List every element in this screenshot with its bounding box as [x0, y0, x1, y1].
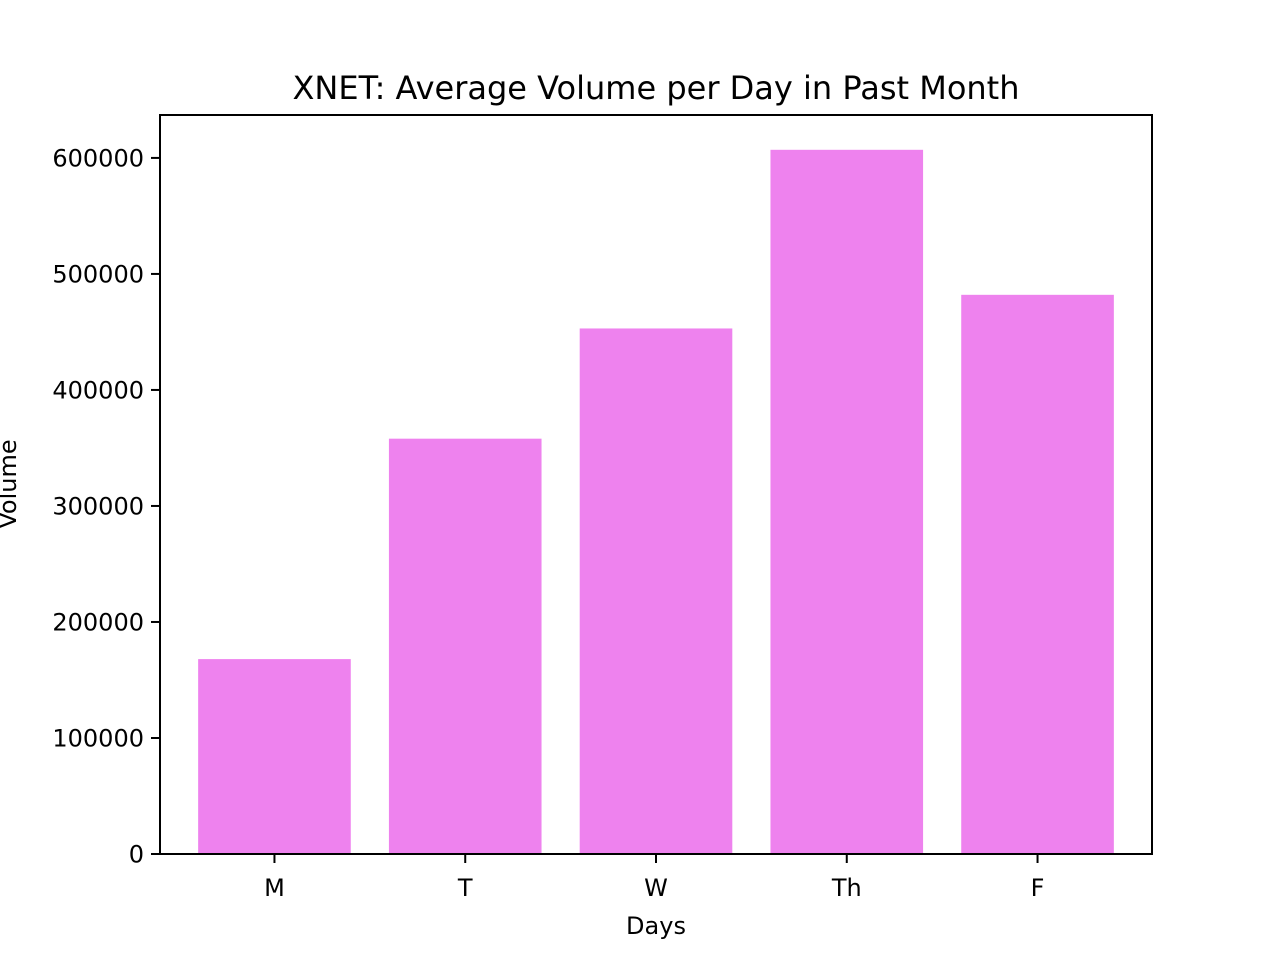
bar-w — [579, 328, 733, 855]
bar-th — [770, 149, 924, 855]
chart-title: XNET: Average Volume per Day in Past Mon… — [292, 69, 1019, 107]
bar-m — [198, 659, 351, 854]
x-tick-label: M — [264, 874, 285, 902]
y-tick-label: 500000 — [52, 260, 144, 288]
bars-group — [198, 149, 1114, 855]
y-axis: 0 100000 200000 300000 400000 500000 600000 — [52, 144, 160, 869]
y-tick-label: 400000 — [52, 376, 144, 404]
y-tick-label: 600000 — [52, 144, 144, 172]
y-tick-label: 100000 — [52, 724, 144, 752]
y-tick-label: 200000 — [52, 608, 144, 636]
y-tick-label: 300000 — [52, 492, 144, 520]
x-tick-label: W — [644, 874, 668, 902]
x-axis-label: Days — [626, 912, 686, 940]
bar-t — [388, 438, 542, 854]
x-tick-label: T — [457, 874, 473, 902]
x-tick-label: F — [1031, 874, 1045, 902]
x-axis: M T W Th F — [264, 854, 1044, 902]
bar-f — [961, 294, 1114, 854]
x-tick-label: Th — [831, 874, 862, 902]
y-tick-label: 0 — [129, 841, 144, 869]
y-axis-label: Volume — [0, 439, 22, 528]
